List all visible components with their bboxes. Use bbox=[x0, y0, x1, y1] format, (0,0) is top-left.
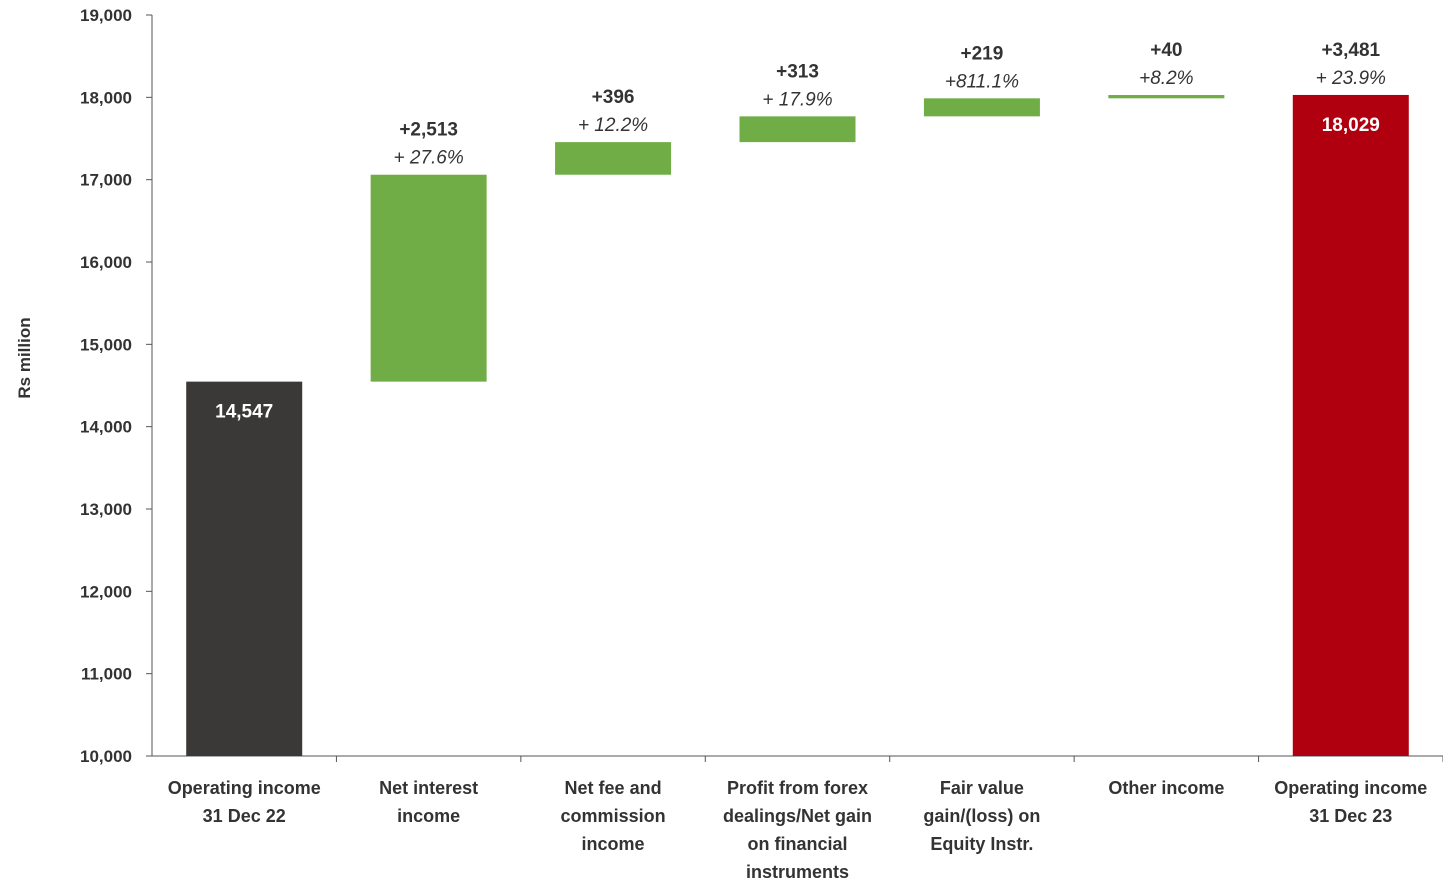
bar-pct-label: + 12.2% bbox=[578, 115, 648, 136]
x-category-label: Other income bbox=[1108, 778, 1224, 798]
bar-5 bbox=[1108, 95, 1225, 99]
y-tick-label: 17,000 bbox=[80, 171, 132, 190]
bar-pct-label: + 23.9% bbox=[1316, 68, 1386, 89]
bar-1 bbox=[370, 174, 487, 382]
x-category-label: Net fee and bbox=[565, 778, 662, 798]
x-category-label: Operating income bbox=[168, 778, 321, 798]
bar-delta-label: +396 bbox=[592, 87, 635, 108]
bar-value-label: 14,547 bbox=[215, 402, 273, 423]
bar-delta-label: +313 bbox=[776, 61, 819, 82]
bar-delta-label: +40 bbox=[1150, 40, 1182, 61]
y-tick-label: 12,000 bbox=[80, 582, 132, 601]
x-category-label: income bbox=[582, 834, 645, 854]
x-category-label: 31 Dec 23 bbox=[1309, 806, 1392, 826]
x-category-label: Net interest bbox=[379, 778, 478, 798]
bar-3 bbox=[739, 116, 856, 143]
x-category-label: Operating income bbox=[1274, 778, 1427, 798]
bar-delta-label: +219 bbox=[961, 43, 1004, 64]
y-tick-label: 16,000 bbox=[80, 253, 132, 272]
bar-pct-label: +8.2% bbox=[1139, 68, 1194, 89]
bar-0 bbox=[186, 381, 303, 756]
x-category-label: Equity Instr. bbox=[930, 834, 1033, 854]
bar-6 bbox=[1292, 94, 1409, 756]
y-tick-label: 15,000 bbox=[80, 335, 132, 354]
bar-delta-label: +3,481 bbox=[1321, 40, 1380, 61]
bar-delta-label: +2,513 bbox=[399, 120, 458, 141]
x-category-label: Profit from forex bbox=[727, 778, 868, 798]
x-category-label: Fair value bbox=[940, 778, 1024, 798]
axes: 10,000 11,000 12,000 13,000 14,000 15,000 16,0… bbox=[80, 6, 1443, 766]
x-category-label: commission bbox=[561, 806, 666, 826]
x-category-label: dealings/Net gain bbox=[723, 806, 872, 826]
y-tick-label: 13,000 bbox=[80, 500, 132, 519]
y-tick-label: 14,000 bbox=[80, 418, 132, 437]
x-category-label: income bbox=[397, 806, 460, 826]
y-tick-label: 10,000 bbox=[80, 747, 132, 766]
x-category-label: on financial bbox=[747, 834, 847, 854]
bar-value-label: 18,029 bbox=[1322, 115, 1380, 136]
x-category-label: 31 Dec 22 bbox=[203, 806, 286, 826]
y-axis-label: Rs million bbox=[15, 317, 34, 398]
labels: 14,547 Operating income 31 Dec 22 + 27.6% +2… bbox=[168, 40, 1428, 882]
y-tick-label: 18,000 bbox=[80, 88, 132, 107]
y-tick-label: 19,000 bbox=[80, 6, 132, 25]
x-category-label: gain/(loss) on bbox=[923, 806, 1040, 826]
x-category-label: instruments bbox=[746, 862, 849, 882]
bar-pct-label: + 27.6% bbox=[394, 148, 464, 169]
y-tick-label: 11,000 bbox=[81, 665, 132, 684]
bar-pct-label: + 17.9% bbox=[762, 89, 832, 110]
bar-4 bbox=[923, 98, 1040, 117]
bar-2 bbox=[555, 142, 672, 175]
bar-pct-label: +811.1% bbox=[945, 71, 1019, 92]
bars bbox=[186, 94, 1409, 756]
